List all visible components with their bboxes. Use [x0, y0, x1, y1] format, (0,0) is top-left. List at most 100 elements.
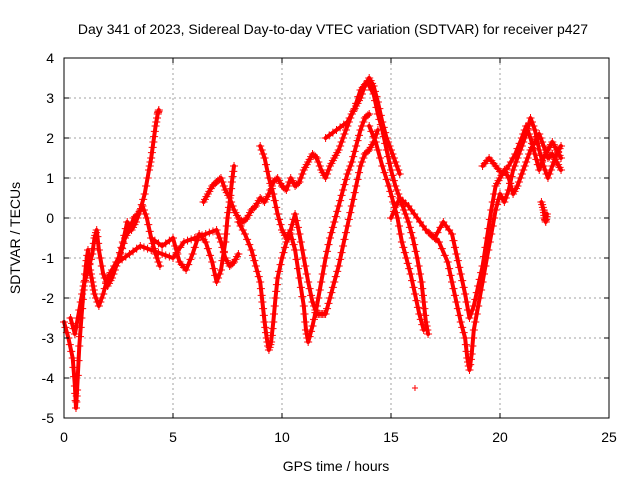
- data-point: [477, 286, 486, 294]
- data-point: [339, 242, 348, 250]
- chart-title: Day 341 of 2023, Sidereal Day-to-day VTE…: [78, 21, 588, 37]
- data-point: [288, 235, 297, 244]
- data-point: [419, 326, 428, 334]
- data-point: [488, 222, 497, 230]
- data-point: [301, 326, 310, 334]
- data-point: [503, 190, 512, 198]
- data-point: [228, 172, 237, 181]
- data-point: [433, 228, 442, 237]
- data-point: [445, 264, 454, 273]
- data-point: [151, 122, 160, 130]
- data-point: [367, 127, 376, 136]
- data-point: [549, 158, 558, 166]
- data-point: [75, 306, 84, 314]
- data-point: [527, 139, 536, 148]
- data-point: [146, 158, 155, 166]
- data-point: [205, 228, 214, 237]
- data-point: [88, 250, 97, 258]
- data-point: [143, 174, 152, 182]
- data-point: [336, 142, 345, 150]
- data-point: [264, 174, 273, 182]
- data-point: [452, 250, 461, 258]
- data-point: [403, 259, 412, 268]
- data-point: [262, 328, 271, 337]
- data-point: [218, 256, 227, 265]
- data-point: [73, 386, 82, 394]
- data-point: [336, 196, 345, 205]
- data-point: [448, 230, 457, 238]
- data-point: [392, 186, 401, 194]
- data-point: [222, 222, 231, 230]
- data-point: [452, 298, 461, 306]
- data-point: [256, 142, 265, 150]
- data-point: [116, 250, 125, 258]
- data-point: [535, 146, 544, 154]
- data-point: [349, 152, 358, 161]
- data-point: [70, 330, 79, 338]
- data-point: [309, 302, 318, 310]
- data-point: [440, 251, 449, 260]
- data-point: [296, 238, 305, 246]
- data-point: [468, 342, 477, 350]
- data-point: [126, 222, 135, 230]
- data-point: [350, 147, 359, 156]
- data-point: [337, 138, 346, 146]
- data-point: [372, 103, 381, 112]
- data-point: [450, 291, 459, 300]
- data-point: [315, 162, 324, 170]
- data-point: [414, 262, 423, 270]
- data-point: [263, 167, 272, 176]
- data-point: [353, 136, 362, 145]
- data-point: [516, 174, 525, 182]
- data-point: [140, 190, 149, 198]
- data-point: [328, 283, 337, 292]
- data-point: [481, 262, 490, 270]
- data-point: [187, 235, 196, 244]
- data-point: [75, 332, 84, 341]
- data-point: [298, 170, 307, 178]
- data-point: [504, 186, 513, 194]
- data-point: [436, 223, 445, 232]
- data-point: [109, 270, 118, 278]
- data-point: [215, 234, 224, 242]
- data-point: [214, 274, 223, 282]
- data-point: [514, 178, 523, 186]
- data-point: [453, 256, 462, 265]
- series-trace-b: [66, 202, 164, 338]
- data-point: [221, 238, 230, 246]
- data-point: [347, 202, 356, 210]
- data-point: [411, 247, 420, 256]
- data-point: [346, 208, 355, 217]
- data-point: [410, 290, 419, 298]
- data-point: [350, 188, 359, 197]
- data-point: [411, 385, 418, 391]
- data-point: [253, 267, 262, 276]
- data-point: [359, 154, 368, 162]
- data-point: [291, 246, 300, 254]
- data-point: [421, 311, 430, 320]
- data-point: [308, 298, 317, 306]
- data-point: [341, 126, 350, 134]
- x-tick-label: 15: [383, 429, 399, 445]
- data-point: [209, 264, 218, 273]
- data-point: [97, 262, 106, 270]
- data-point: [396, 230, 405, 238]
- grid-lines: [64, 58, 609, 418]
- data-point: [347, 158, 356, 166]
- data-point: [522, 122, 531, 130]
- y-tick-label: -4: [42, 370, 55, 386]
- data-point: [251, 262, 260, 270]
- y-tick-label: 1: [46, 170, 54, 186]
- data-point: [509, 166, 518, 174]
- data-point: [538, 158, 547, 166]
- series-line: [236, 112, 372, 352]
- data-point: [373, 110, 382, 118]
- data-point: [376, 120, 385, 129]
- x-tick-label: 10: [274, 429, 290, 445]
- data-point: [341, 228, 350, 237]
- data-point: [424, 330, 433, 338]
- data-point: [384, 182, 393, 190]
- data-point: [262, 334, 271, 342]
- data-point: [203, 244, 212, 253]
- data-point: [340, 180, 349, 189]
